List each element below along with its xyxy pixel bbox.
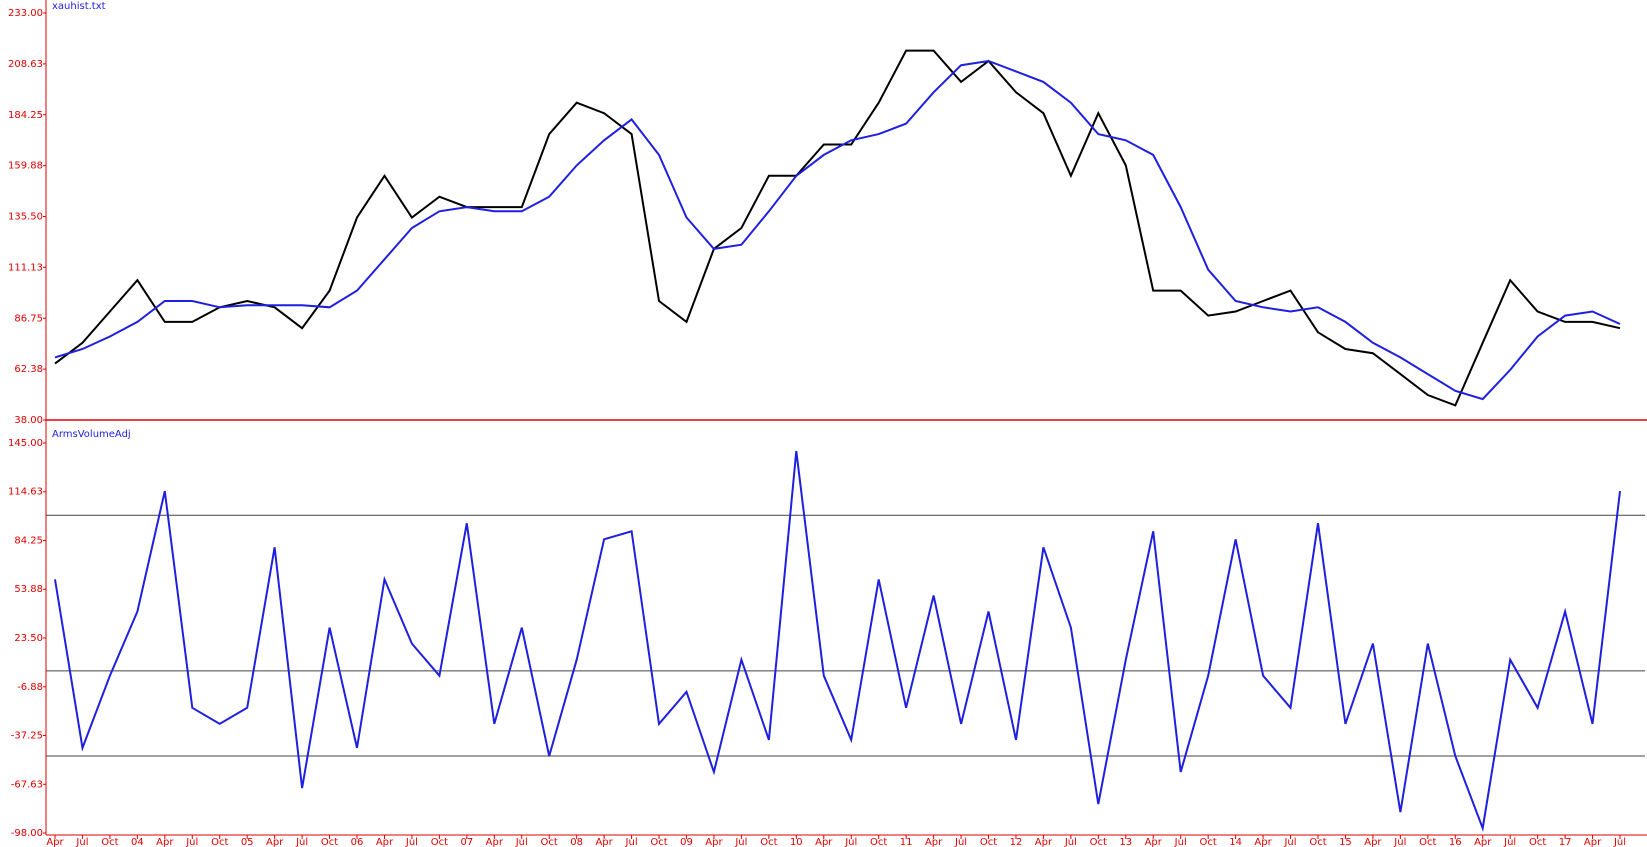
x-tick-label: 04: [131, 837, 144, 847]
x-tick-label: 12: [1010, 837, 1023, 847]
x-tick-label: Apr: [1035, 837, 1053, 847]
x-tick-label: Jul: [1503, 837, 1516, 847]
x-tick-label: 09: [680, 837, 693, 847]
x-tick-label: 06: [351, 837, 364, 847]
series-line: [54, 49, 1621, 407]
x-tick-label: Apr: [595, 837, 613, 847]
y-tick-label: -98.00: [11, 828, 43, 839]
y-tick-label: 233.00: [8, 8, 43, 19]
x-tick-label: Oct: [650, 837, 667, 847]
x-tick-label: Jul: [75, 837, 88, 847]
chart-title: xauhist.txt: [52, 1, 106, 12]
x-tick-label: Oct: [321, 837, 338, 847]
x-tick-label: Apr: [925, 837, 943, 847]
x-tick-label: Apr: [486, 837, 504, 847]
x-tick-label: Apr: [266, 837, 284, 847]
x-tick-label: Oct: [211, 837, 228, 847]
x-tick-label: 13: [1119, 837, 1132, 847]
x-tick-label: Jul: [1283, 837, 1296, 847]
x-tick-label: Apr: [46, 837, 64, 847]
y-tick-label: 86.75: [14, 313, 43, 324]
x-tick-label: Apr: [376, 837, 394, 847]
x-tick-label: Apr: [815, 837, 833, 847]
x-tick-label: Oct: [1419, 837, 1436, 847]
x-tick-label: Oct: [980, 837, 997, 847]
x-tick-label: Jul: [185, 837, 198, 847]
x-tick-label: 07: [460, 837, 473, 847]
x-tick-label: Jul: [1064, 837, 1077, 847]
y-tick-label: 111.13: [8, 262, 43, 273]
x-tick-label: 16: [1449, 837, 1462, 847]
x-tick-label: Oct: [1529, 837, 1546, 847]
y-tick-label: 114.63: [8, 487, 43, 498]
x-tick-label: Apr: [1364, 837, 1382, 847]
x-tick-label: 15: [1339, 837, 1352, 847]
x-tick-label: Apr: [1254, 837, 1272, 847]
x-tick-label: Oct: [1200, 837, 1217, 847]
x-tick-label: Jul: [295, 837, 308, 847]
chart-title: ArmsVolumeAdj: [52, 429, 131, 440]
x-tick-label: Jul: [1393, 837, 1406, 847]
x-tick-label: 10: [790, 837, 803, 847]
x-tick-label: Jul: [515, 837, 528, 847]
x-tick-label: Jul: [734, 837, 747, 847]
x-tick-label: Jul: [625, 837, 638, 847]
x-tick-label: 14: [1229, 837, 1242, 847]
x-tick-label: Oct: [870, 837, 887, 847]
y-tick-label: 208.63: [8, 59, 43, 70]
x-tick-label: Apr: [1584, 837, 1602, 847]
y-tick-label: 23.50: [14, 633, 43, 644]
y-tick-label: -37.25: [11, 731, 43, 742]
y-tick-label: 184.25: [8, 110, 43, 121]
y-tick-label: 135.50: [8, 212, 43, 223]
y-tick-label: -67.63: [11, 779, 43, 790]
x-tick-label: Oct: [1309, 837, 1326, 847]
x-tick-label: Apr: [1145, 837, 1163, 847]
x-tick-label: Jul: [405, 837, 418, 847]
x-tick-label: Apr: [1474, 837, 1492, 847]
x-tick-label: Oct: [760, 837, 777, 847]
x-tick-label: Jul: [1613, 837, 1626, 847]
x-tick-label: Jul: [1174, 837, 1187, 847]
x-tick-label: 11: [900, 837, 913, 847]
y-tick-label: 53.88: [14, 584, 43, 595]
x-tick-label: Apr: [156, 837, 174, 847]
y-tick-label: 159.88: [8, 161, 43, 172]
series-line: [54, 59, 1621, 401]
x-tick-label: Oct: [101, 837, 118, 847]
x-tick-label: Jul: [954, 837, 967, 847]
x-tick-label: Jul: [844, 837, 857, 847]
x-tick-label: Oct: [541, 837, 558, 847]
y-tick-label: 38.00: [14, 415, 43, 426]
y-tick-label: 62.38: [14, 364, 43, 375]
y-tick-label: 145.00: [8, 438, 43, 449]
x-tick-label: 08: [570, 837, 583, 847]
y-tick-label: -6.88: [17, 682, 43, 693]
x-tick-label: 17: [1559, 837, 1572, 847]
y-tick-label: 84.25: [14, 536, 43, 547]
x-tick-label: Oct: [1090, 837, 1107, 847]
series-line: [54, 450, 1621, 833]
x-tick-label: Oct: [431, 837, 448, 847]
x-tick-label: 05: [241, 837, 254, 847]
x-tick-label: Apr: [705, 837, 723, 847]
